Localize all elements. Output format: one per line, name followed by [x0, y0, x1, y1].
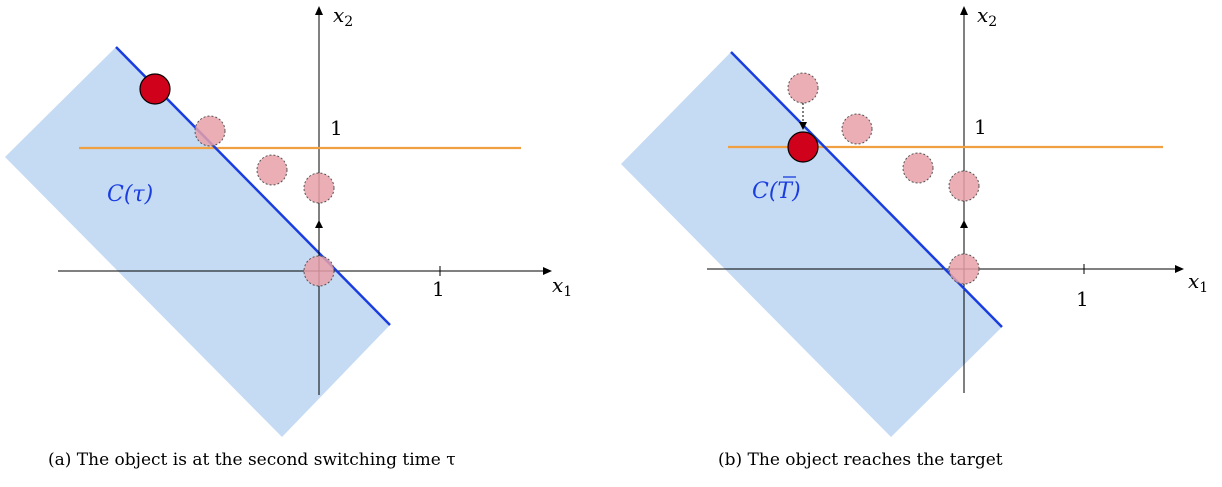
x1-axis-label: x1: [1188, 269, 1208, 296]
region-c-tau: [5, 47, 390, 437]
ghost-position-3: [902, 152, 934, 184]
x2-tick-label: 1: [974, 115, 987, 139]
x2-tick-label: 1: [330, 116, 343, 140]
x1-arrowhead: [543, 267, 552, 275]
panel-b: 1 1 x1 x2 C(T): [621, 3, 1208, 437]
region-label: C(T): [752, 179, 801, 204]
object: [787, 131, 819, 163]
x1-arrowhead: [1175, 265, 1184, 273]
object: [139, 73, 171, 105]
ghost-position-2: [948, 170, 980, 202]
t-bar: T: [777, 179, 794, 204]
x2-arrowhead: [315, 6, 323, 15]
ghost-position-3: [256, 154, 288, 186]
x1-tick-label: 1: [1076, 287, 1089, 311]
ghost-position-5: [787, 72, 819, 104]
caption-b: (b) The object reaches the target: [718, 450, 1003, 470]
ghost-position-4: [841, 113, 873, 145]
ghost-position-1: [303, 255, 335, 287]
ghost-position-2: [303, 172, 335, 204]
x2-axis-label: x2: [333, 3, 353, 30]
x2-arrowhead: [960, 6, 968, 15]
panel-a: 1 1 x1 x2 C(τ): [5, 3, 572, 437]
region-label: C(τ): [107, 182, 153, 207]
region-c-tbar: [621, 52, 1002, 437]
x1-axis-label: x1: [552, 273, 572, 300]
x1-tick-label: 1: [432, 277, 445, 301]
ghost-position-1: [948, 253, 980, 285]
caption-a: (a) The object is at the second switchin…: [48, 450, 456, 470]
ghost-position-4: [194, 115, 226, 147]
x2-axis-label: x2: [977, 3, 997, 30]
